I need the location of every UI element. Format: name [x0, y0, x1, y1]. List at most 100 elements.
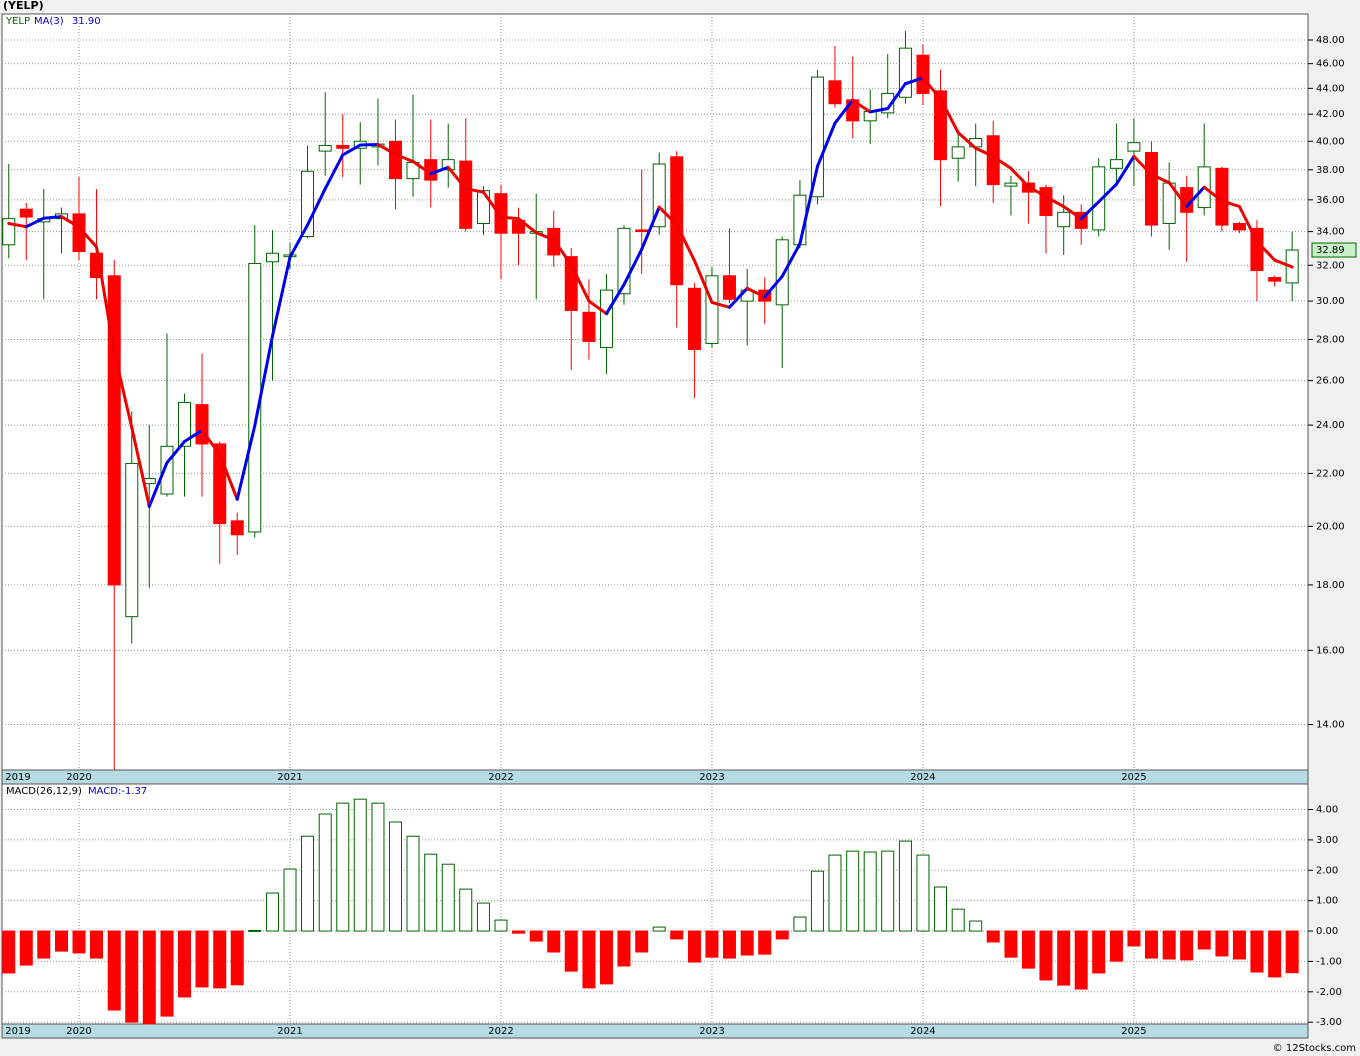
ma-segment	[393, 152, 415, 164]
x-tick-label: 2022	[488, 1026, 513, 1037]
candle-body	[19, 208, 33, 218]
macd-bar	[898, 840, 912, 932]
ma-segment	[1167, 181, 1189, 209]
ma-value-label: 31.90	[72, 16, 101, 27]
ma-segment	[235, 424, 257, 501]
macd-bar	[213, 930, 227, 989]
macd-bar	[388, 821, 402, 932]
candle-body	[1232, 222, 1246, 231]
macd-bar	[1232, 930, 1246, 960]
x-tick-label: 2023	[699, 1026, 724, 1037]
candle-body	[1109, 159, 1123, 169]
macd-bar	[37, 930, 51, 959]
macd-label: MACD(26,12,9)	[6, 786, 82, 797]
x-tick-label: 2019	[5, 1026, 30, 1037]
macd-bar	[687, 930, 701, 963]
ma-segment	[499, 215, 520, 221]
candle-body	[687, 287, 701, 350]
ma-segment	[552, 238, 573, 267]
x-tick-label: 2020	[66, 1026, 91, 1037]
ma-segment	[745, 286, 767, 299]
ma-segment	[165, 440, 187, 465]
ma-segment	[903, 76, 925, 86]
ma-segment	[727, 286, 749, 309]
y-tick-label: 14.00	[1316, 720, 1345, 731]
ma-segment	[112, 350, 134, 429]
macd-bar	[1021, 930, 1035, 969]
macd-bar	[72, 930, 86, 954]
macd-bar	[933, 886, 947, 932]
y-tick-label: 32.00	[1316, 260, 1345, 271]
ma-segment	[1185, 185, 1206, 209]
ma-segment	[851, 98, 872, 114]
macd-bar	[1004, 930, 1018, 958]
candle-body	[107, 275, 121, 586]
ma-segment	[130, 425, 151, 508]
ma-label: MA(3)	[34, 16, 64, 27]
macd-bar	[582, 930, 596, 989]
macd-bar	[705, 930, 719, 958]
macd-bar	[529, 930, 543, 942]
ma-segment	[411, 160, 433, 176]
ma-segment	[622, 247, 644, 287]
macd-bar	[318, 813, 332, 932]
candle-body	[265, 252, 279, 263]
candle-body	[1004, 182, 1018, 187]
candle-body	[933, 90, 947, 161]
ma-segment	[692, 259, 714, 304]
candle-body	[916, 54, 930, 94]
macd-bar	[353, 798, 367, 932]
macd-bar	[810, 870, 824, 932]
ma-segment	[77, 225, 99, 249]
candle-body	[722, 275, 736, 300]
y-tick-label: 26.00	[1316, 376, 1345, 387]
ma-segment	[1044, 195, 1066, 209]
macd-bar	[265, 892, 279, 932]
ma-segment	[1220, 199, 1241, 209]
ma-segment	[1079, 200, 1101, 221]
ma-segment	[640, 205, 661, 251]
y-tick-label: 30.00	[1316, 296, 1345, 307]
macd-bar	[670, 930, 684, 940]
y-tick-label: 28.00	[1316, 334, 1345, 345]
ma-segment	[569, 263, 591, 303]
ma-segment	[763, 274, 784, 299]
ma-segment	[815, 121, 837, 168]
candle-body	[230, 520, 244, 536]
y-tick-label: 48.00	[1316, 35, 1345, 46]
candle-body	[705, 275, 719, 344]
macd-bar	[476, 902, 490, 932]
macd-bar	[1057, 930, 1071, 986]
macd-bar	[986, 930, 1000, 943]
ma-segment	[306, 187, 327, 227]
x-tick-label: 2024	[910, 772, 935, 783]
ma-segment	[446, 165, 468, 191]
ma-segment	[921, 76, 942, 101]
y-tick-label: 0.00	[1316, 926, 1338, 937]
ma-segment	[59, 215, 81, 229]
ma-segment	[604, 283, 626, 316]
y-tick-label: 24.00	[1316, 420, 1345, 431]
candle-body	[459, 160, 473, 229]
candle-body	[318, 144, 332, 152]
macd-bar	[283, 868, 297, 932]
candle-body	[810, 76, 824, 198]
macd-bar	[1109, 930, 1123, 962]
y-tick-label: 3.00	[1316, 835, 1338, 846]
y-tick-label: -1.00	[1316, 956, 1342, 967]
macd-bar	[599, 930, 613, 985]
candle-body	[670, 156, 684, 286]
candle-body	[178, 401, 192, 447]
ma-segment	[1114, 154, 1136, 186]
x-tick-label: 2021	[277, 1026, 302, 1037]
macd-bar	[740, 930, 754, 956]
candle-body	[125, 462, 139, 618]
macd-bar	[178, 930, 192, 998]
y-tick-label: 16.00	[1316, 645, 1345, 656]
ma-segment	[323, 153, 345, 191]
ma-segment	[534, 231, 556, 242]
x-tick-label: 2022	[488, 772, 513, 783]
macd-bar	[828, 854, 842, 932]
macd-bar	[125, 930, 139, 1023]
macd-bar	[1074, 930, 1088, 990]
